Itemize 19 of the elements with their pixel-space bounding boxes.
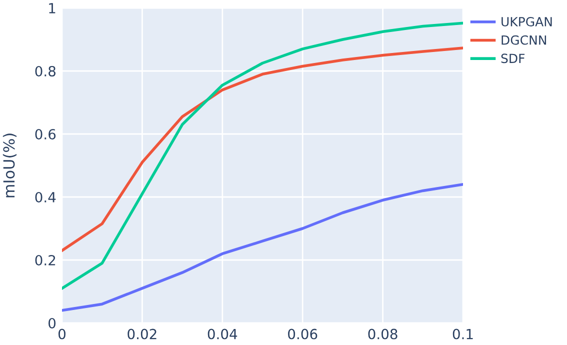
- legend-label: UKPGAN: [502, 16, 552, 26]
- x-tick-label: 0: [58, 328, 66, 340]
- x-tick-label: 0.1: [452, 328, 473, 340]
- y-tick-label: 0.6: [35, 128, 56, 140]
- x-tick-label: 0.04: [208, 328, 238, 340]
- line-series: [62, 46, 463, 252]
- legend-label: SDF: [501, 54, 525, 64]
- x-tick-label: 0.02: [128, 328, 156, 340]
- legend-label: DGCNN: [502, 35, 546, 45]
- line-series: [62, 22, 463, 290]
- y-tick-label: 0.4: [35, 192, 56, 202]
- x-tick-label: 0.08: [368, 328, 398, 340]
- y-tick-label: 0.2: [35, 254, 56, 266]
- y-tick-label: 1: [49, 3, 56, 14]
- x-tick-label: 0.06: [288, 328, 318, 340]
- y-tick-label: 0.8: [35, 66, 56, 76]
- y-axis-title: mIoU(%): [2, 134, 17, 198]
- y-tick-label: 0: [48, 318, 56, 328]
- line-series: [62, 183, 463, 312]
